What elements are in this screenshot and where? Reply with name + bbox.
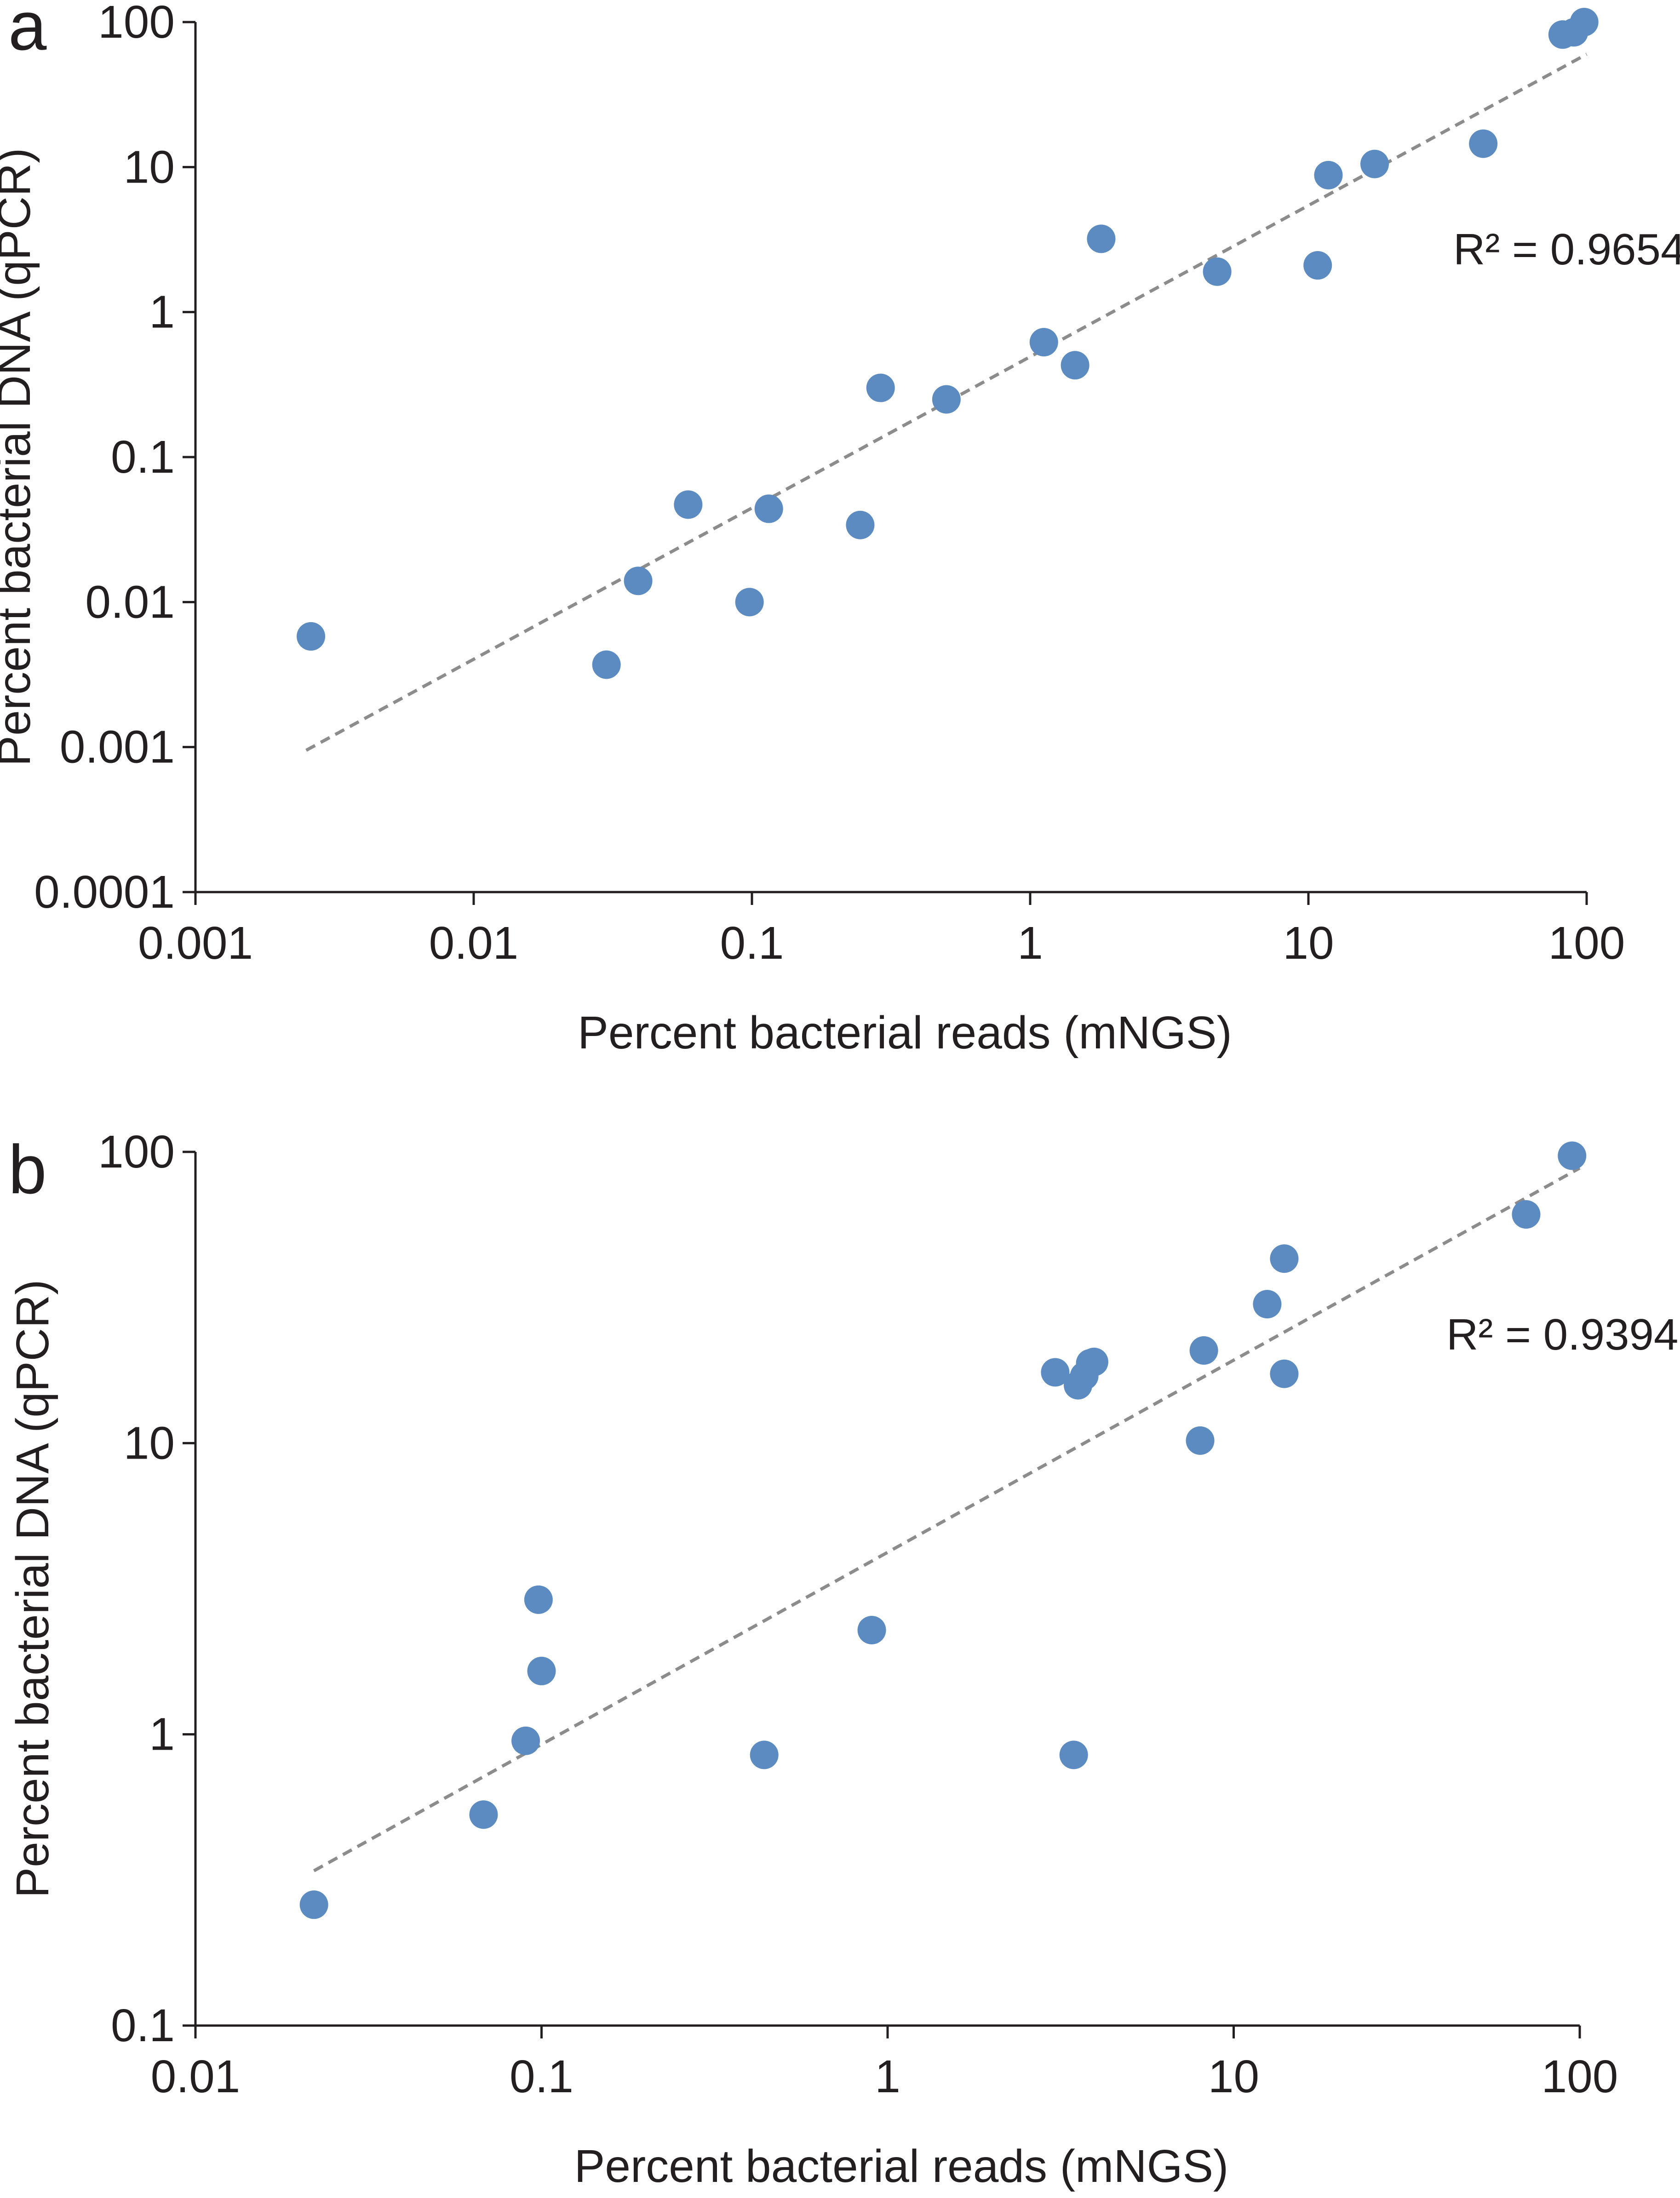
data-point <box>754 494 783 523</box>
data-point <box>592 650 621 679</box>
x-tick-label: 0.1 <box>720 917 784 969</box>
data-point <box>857 1615 886 1644</box>
y-axis-title: Percent bacterial DNA (qPCR) <box>0 148 40 767</box>
data-point <box>1087 224 1116 253</box>
data-point <box>1059 1740 1088 1769</box>
data-point <box>1360 149 1389 178</box>
data-point <box>1253 1290 1282 1319</box>
r-squared-annotation: R² = 0.9654 <box>1453 225 1680 274</box>
data-point <box>1189 1336 1218 1365</box>
y-tick-label: 0.001 <box>60 721 175 773</box>
data-point <box>1558 1141 1587 1170</box>
data-point <box>1041 1358 1070 1387</box>
x-tick-label: 0.001 <box>138 917 253 969</box>
x-tick-label: 1 <box>875 2051 900 2102</box>
data-point <box>866 373 895 402</box>
y-tick-label: 100 <box>98 1126 175 1178</box>
y-tick-label: 1 <box>149 1709 175 1760</box>
y-tick-label: 1 <box>149 286 175 338</box>
x-tick-label: 100 <box>1548 917 1625 969</box>
data-point <box>1270 1359 1299 1388</box>
data-point <box>1079 1347 1108 1376</box>
x-tick-label: 10 <box>1208 2051 1259 2102</box>
data-point <box>846 510 875 539</box>
x-tick-label: 100 <box>1542 2051 1618 2102</box>
y-axis-title: Percent bacterial DNA (qPCR) <box>7 1280 58 1898</box>
y-tick-label: 10 <box>124 1417 175 1469</box>
panel-label: a <box>8 0 47 64</box>
y-tick-label: 0.01 <box>85 576 175 628</box>
data-point <box>1029 328 1058 357</box>
y-tick-label: 0.1 <box>111 431 175 483</box>
chart-panel-a: 0.001 0.01 0.1 1 10 1000.00010.0010.010.11101… <box>0 0 1680 1059</box>
x-tick-label: 0.01 <box>151 2051 241 2102</box>
x-axis-title: Percent bacterial reads (mNGS) <box>578 1007 1232 1059</box>
data-point <box>511 1726 540 1755</box>
data-point <box>1270 1244 1299 1273</box>
data-point <box>932 385 961 414</box>
data-point <box>1314 160 1343 189</box>
x-tick-label: 0.01 <box>429 917 519 969</box>
data-point <box>524 1585 553 1614</box>
data-point <box>750 1740 779 1769</box>
y-tick-label: 10 <box>124 141 175 193</box>
data-point <box>299 1890 328 1919</box>
data-point <box>1570 8 1599 36</box>
data-point <box>1061 351 1089 380</box>
data-point <box>1512 1200 1541 1229</box>
data-point <box>1303 251 1332 280</box>
x-tick-label: 1 <box>1017 917 1043 969</box>
data-point <box>624 567 653 595</box>
y-tick-label: 100 <box>98 0 175 48</box>
y-tick-label: 0.1 <box>111 2000 175 2051</box>
x-tick-label: 10 <box>1283 917 1334 969</box>
panel-label: b <box>8 1131 46 1208</box>
data-point <box>735 588 764 617</box>
y-tick-label: 0.0001 <box>34 866 175 918</box>
data-point <box>527 1656 556 1685</box>
x-tick-label: 0.1 <box>510 2051 573 2102</box>
data-point <box>1203 257 1232 286</box>
data-point <box>297 622 326 651</box>
data-point <box>1186 1426 1215 1455</box>
r-squared-annotation: R² = 0.9394 <box>1446 1310 1678 1359</box>
data-point <box>1469 129 1498 158</box>
data-point <box>469 1800 498 1829</box>
x-axis-title: Percent bacterial reads (mNGS) <box>574 2141 1229 2192</box>
trendline <box>313 1167 1581 1872</box>
data-point <box>674 490 703 519</box>
